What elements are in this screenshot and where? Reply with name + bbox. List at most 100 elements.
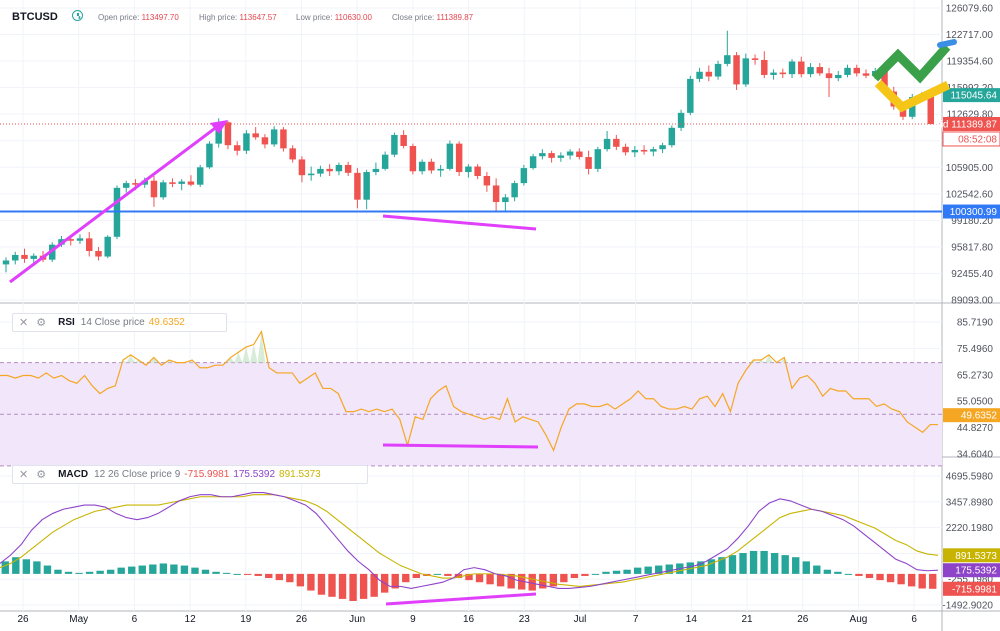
candle [428, 161, 435, 171]
candle [391, 134, 398, 155]
macd-histogram-bar [823, 569, 832, 574]
gear-icon[interactable]: ⚙ [36, 317, 47, 329]
candle [557, 155, 565, 158]
x-tick-label: 9 [410, 614, 416, 625]
candle [529, 156, 537, 169]
rsi-legend[interactable]: ✕ ⚙ RSI 14 Close price 49.6352 [12, 313, 227, 332]
y-tick-label: -255.1980 [948, 575, 993, 586]
rsi-line [0, 329, 938, 452]
macd-histogram-bar [317, 573, 326, 595]
candle [798, 61, 805, 75]
candle [640, 149, 648, 152]
y-tick-label: 95817.80 [951, 242, 993, 253]
y-tick-label: 112629.80 [946, 110, 993, 121]
macd-histogram-bar [402, 573, 410, 583]
candle [252, 133, 259, 138]
candle [437, 168, 444, 171]
candle [289, 148, 296, 160]
macd-histogram-bar [655, 565, 663, 574]
candle [169, 182, 176, 184]
candle [344, 164, 352, 173]
macd-histogram-bar [549, 573, 558, 587]
macd-histogram-bar [349, 573, 357, 601]
x-tick-label: Jun [349, 614, 365, 625]
candle [770, 72, 777, 75]
macd-histogram-bar [64, 571, 73, 574]
candle [502, 197, 509, 203]
macd-histogram-bar [138, 565, 146, 574]
macd-histogram-bar [149, 564, 157, 574]
macd-histogram-bar [507, 573, 515, 589]
macd-histogram-bar [907, 573, 916, 587]
candle [76, 238, 84, 241]
candle [122, 183, 130, 188]
macd-histogram-bar [370, 573, 378, 597]
y-tick-label: 75.4960 [957, 344, 994, 355]
close-icon[interactable]: ✕ [19, 469, 29, 481]
candle [835, 74, 842, 79]
macd-histogram-bar [286, 573, 294, 583]
macd-histogram-bar [623, 569, 631, 574]
close-icon[interactable]: ✕ [19, 317, 29, 329]
macd-histogram-bar [886, 573, 895, 583]
macd-histogram-bar [770, 553, 779, 574]
price-label-box [943, 116, 1000, 131]
macd-histogram-bar [602, 571, 610, 574]
candle [483, 175, 491, 186]
macd-histogram-bar [412, 573, 420, 579]
candle [317, 168, 324, 174]
candle [761, 59, 768, 75]
candle [816, 67, 824, 74]
macd-histogram-bar [897, 573, 905, 585]
y-tick-label: 55.0500 [957, 397, 994, 408]
candle [363, 172, 370, 200]
candle [465, 166, 472, 173]
macd-histogram-bar [528, 573, 536, 591]
y-tick-label: 89093.00 [951, 296, 993, 307]
macd-histogram-bar [855, 573, 863, 576]
symbol-label[interactable]: BTCUSD [12, 11, 58, 23]
candle [30, 255, 37, 259]
macd-histogram-bar [496, 573, 505, 587]
y-tick-label: 4695.5980 [946, 472, 994, 483]
y-tick-label: 99180.20 [951, 216, 993, 227]
candle [668, 127, 676, 146]
macd-histogram-bar [75, 572, 83, 574]
candle [381, 154, 389, 169]
candle [844, 67, 851, 75]
candle [326, 168, 333, 172]
candle [788, 61, 796, 75]
price-label: 115045.64 [950, 91, 997, 102]
macd-value-box [943, 581, 1000, 596]
divergence-line-macd [385, 592, 537, 606]
gear-icon[interactable]: ⚙ [36, 469, 47, 481]
rsi-value-box [943, 408, 1000, 423]
candle [631, 149, 639, 153]
macd-legend[interactable]: ✕ ⚙ MACD 12 26 Close price 9 -715.9981 1… [12, 465, 368, 484]
y-tick-label: 44.8270 [957, 423, 994, 434]
x-tick-label: 21 [741, 614, 753, 625]
candle [613, 138, 620, 147]
macd-histogram-bar [96, 570, 104, 574]
candle [307, 173, 315, 176]
y-tick-label: 2220.1980 [946, 523, 994, 534]
candle [474, 166, 481, 176]
x-tick-label: 16 [463, 614, 475, 625]
macd-histogram-bar [222, 572, 231, 574]
macd-value-label: 175.5392 [955, 566, 997, 577]
candle [696, 71, 703, 79]
candle [622, 146, 629, 153]
macd-histogram-bar [929, 573, 937, 589]
macd-histogram-bar [33, 561, 41, 574]
candle [206, 143, 213, 168]
rsi-overbought-fill [119, 331, 789, 363]
y-tick-label: 85.7190 [957, 318, 994, 329]
divergence-line-price [382, 214, 537, 231]
macd-histogram-bar [728, 555, 737, 574]
candle [733, 55, 740, 85]
macd-histogram-bar [465, 573, 473, 581]
candle [224, 122, 232, 146]
candle [67, 239, 74, 241]
x-tick-label: Aug [850, 614, 868, 625]
